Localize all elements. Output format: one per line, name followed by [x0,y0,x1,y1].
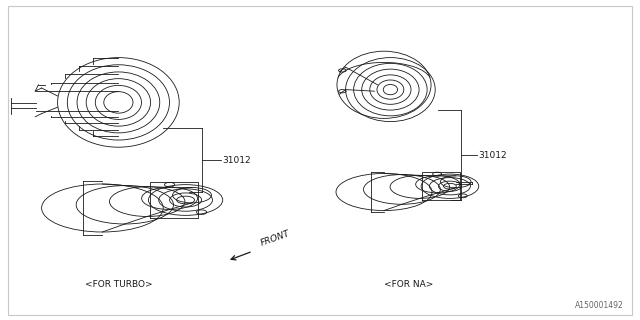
Text: FRONT: FRONT [259,229,291,248]
Text: <FOR TURBO>: <FOR TURBO> [84,280,152,289]
Text: 31012: 31012 [478,151,507,160]
Text: A150001492: A150001492 [575,301,624,310]
Text: 31012: 31012 [222,156,251,164]
Text: <FOR NA>: <FOR NA> [383,280,433,289]
